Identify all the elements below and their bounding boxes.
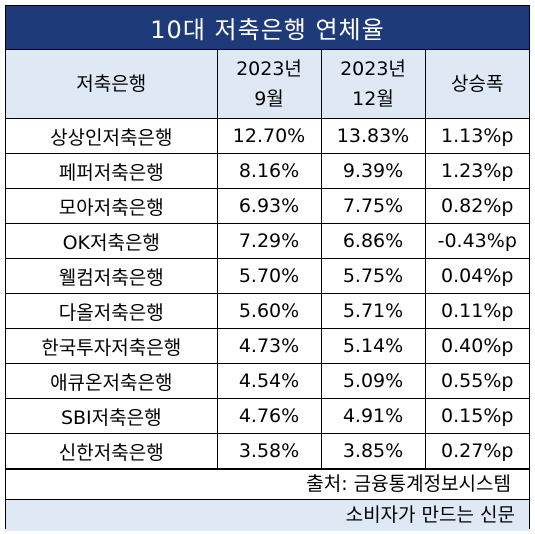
bank-name: 다올저축은행 (6, 293, 218, 329)
source-note: 출처: 금융통계정보시스템 (6, 469, 529, 499)
increase-value: 0.82%p (424, 188, 529, 224)
publisher-footer: 소비자가 만드는 신문 (6, 499, 529, 531)
sep-rate: 12.70% (216, 118, 322, 154)
table-row: 페퍼저축은행 8.16% 9.39% 1.23%p (6, 153, 529, 189)
bank-name: 한국투자저축은행 (6, 328, 218, 364)
sep-rate: 4.73% (216, 328, 322, 364)
sep-rate: 4.54% (216, 363, 322, 399)
bank-name: 애큐온저축은행 (6, 363, 218, 399)
table-row: 모아저축은행 6.93% 7.75% 0.82%p (6, 188, 529, 224)
table-row: OK저축은행 7.29% 6.86% -0.43%p (6, 223, 529, 259)
dec-rate: 5.75% (320, 258, 426, 294)
sep-rate: 5.60% (216, 293, 322, 329)
dec-rate: 4.91% (320, 398, 426, 434)
table-row: 웰컴저축은행 5.70% 5.75% 0.04%p (6, 258, 529, 294)
dec-rate: 5.14% (320, 328, 426, 364)
bank-name: SBI저축은행 (6, 398, 218, 434)
increase-value: 0.55%p (424, 363, 529, 399)
increase-value: -0.43%p (424, 223, 529, 259)
bank-name: 페퍼저축은행 (6, 153, 218, 189)
dec-rate: 5.09% (320, 363, 426, 399)
header-sep-year: 2023년 (236, 58, 302, 80)
increase-value: 0.40%p (424, 328, 529, 364)
increase-value: 1.13%p (424, 118, 529, 154)
sep-rate: 6.93% (216, 188, 322, 224)
header-dec-month: 12월 (352, 88, 394, 110)
sep-rate: 3.58% (216, 433, 322, 469)
dec-rate: 3.85% (320, 433, 426, 469)
header-row: 저축은행 2023년 9월 2023년 12월 상승폭 (6, 50, 529, 119)
table-row: 한국투자저축은행 4.73% 5.14% 0.40%p (6, 328, 529, 364)
increase-value: 1.23%p (424, 153, 529, 189)
table-title: 10대 저축은행 연체율 (6, 6, 529, 50)
table-row: 애큐온저축은행 4.54% 5.09% 0.55%p (6, 363, 529, 399)
bank-name: 신한저축은행 (6, 433, 218, 469)
header-bank: 저축은행 (6, 50, 218, 119)
increase-value: 0.27%p (424, 433, 529, 469)
table-row: 다올저축은행 5.60% 5.71% 0.11%p (6, 293, 529, 329)
header-increase: 상승폭 (424, 50, 529, 119)
header-dec: 2023년 12월 (320, 50, 426, 119)
table-row: 상상인저축은행 12.70% 13.83% 1.13%p (6, 118, 529, 154)
dec-rate: 13.83% (320, 118, 426, 154)
dec-rate: 5.71% (320, 293, 426, 329)
increase-value: 0.15%p (424, 398, 529, 434)
header-dec-year: 2023년 (340, 58, 406, 80)
dec-rate: 7.75% (320, 188, 426, 224)
sep-rate: 4.76% (216, 398, 322, 434)
increase-value: 0.04%p (424, 258, 529, 294)
bank-name: 웰컴저축은행 (6, 258, 218, 294)
bank-name: 상상인저축은행 (6, 118, 218, 154)
sep-rate: 7.29% (216, 223, 322, 259)
sep-rate: 5.70% (216, 258, 322, 294)
bank-name: 모아저축은행 (6, 188, 218, 224)
header-sep-month: 9월 (254, 88, 284, 110)
table-row: 신한저축은행 3.58% 3.85% 0.27%p (6, 433, 529, 469)
header-sep: 2023년 9월 (216, 50, 322, 119)
dec-rate: 6.86% (320, 223, 426, 259)
bank-name: OK저축은행 (6, 223, 218, 259)
increase-value: 0.11%p (424, 293, 529, 329)
sep-rate: 8.16% (216, 153, 322, 189)
table-card: 10대 저축은행 연체율 저축은행 2023년 9월 2023년 12월 상승폭… (5, 5, 530, 531)
dec-rate: 9.39% (320, 153, 426, 189)
table-row: SBI저축은행 4.76% 4.91% 0.15%p (6, 398, 529, 434)
delinquency-table: 저축은행 2023년 9월 2023년 12월 상승폭 상상인저축은행 12.7… (6, 50, 529, 469)
